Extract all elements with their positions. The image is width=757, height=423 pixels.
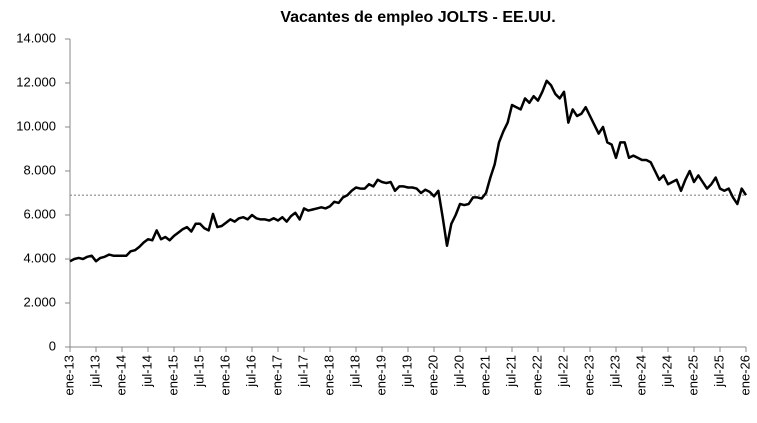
x-tick-label: ene-23 <box>581 355 596 395</box>
y-tick-label: 10.000 <box>16 118 56 133</box>
x-tick-label: jul-25 <box>711 355 726 388</box>
y-tick-label: 8.000 <box>23 162 56 177</box>
x-tick-label: ene-13 <box>61 355 76 395</box>
y-tick-label: 14.000 <box>16 30 56 45</box>
x-tick-label: ene-21 <box>477 355 492 395</box>
x-tick-label: jul-24 <box>659 355 674 388</box>
x-tick-label: jul-15 <box>191 355 206 388</box>
x-tick-label: ene-16 <box>217 355 232 395</box>
x-tick-label: jul-20 <box>451 355 466 388</box>
x-tick-label: jul-22 <box>555 355 570 388</box>
x-tick-label: jul-19 <box>399 355 414 388</box>
x-tick-label: jul-21 <box>503 355 518 388</box>
x-tick-label: ene-15 <box>165 355 180 395</box>
x-tick-label: jul-13 <box>87 355 102 388</box>
y-tick-label: 2.000 <box>23 294 56 309</box>
x-tick-label: ene-20 <box>425 355 440 395</box>
x-tick-label: jul-18 <box>347 355 362 388</box>
x-tick-label: ene-25 <box>685 355 700 395</box>
x-tick-label: ene-26 <box>737 355 752 395</box>
x-tick-label: jul-23 <box>607 355 622 388</box>
y-tick-label: 6.000 <box>23 206 56 221</box>
x-tick-label: ene-24 <box>633 355 648 395</box>
x-tick-label: jul-14 <box>139 355 154 388</box>
y-tick-label: 4.000 <box>23 250 56 265</box>
y-tick-label: 12.000 <box>16 74 56 89</box>
y-tick-label: 0 <box>49 338 56 353</box>
x-tick-label: ene-17 <box>269 355 284 395</box>
x-tick-label: ene-14 <box>113 355 128 395</box>
x-tick-label: ene-19 <box>373 355 388 395</box>
x-tick-label: jul-17 <box>295 355 310 388</box>
x-tick-label: jul-16 <box>243 355 258 388</box>
x-tick-label: ene-22 <box>529 355 544 395</box>
chart-title: Vacantes de empleo JOLTS - EE.UU. <box>280 9 555 26</box>
data-line <box>69 79 748 263</box>
x-tick-label: ene-18 <box>321 355 336 395</box>
